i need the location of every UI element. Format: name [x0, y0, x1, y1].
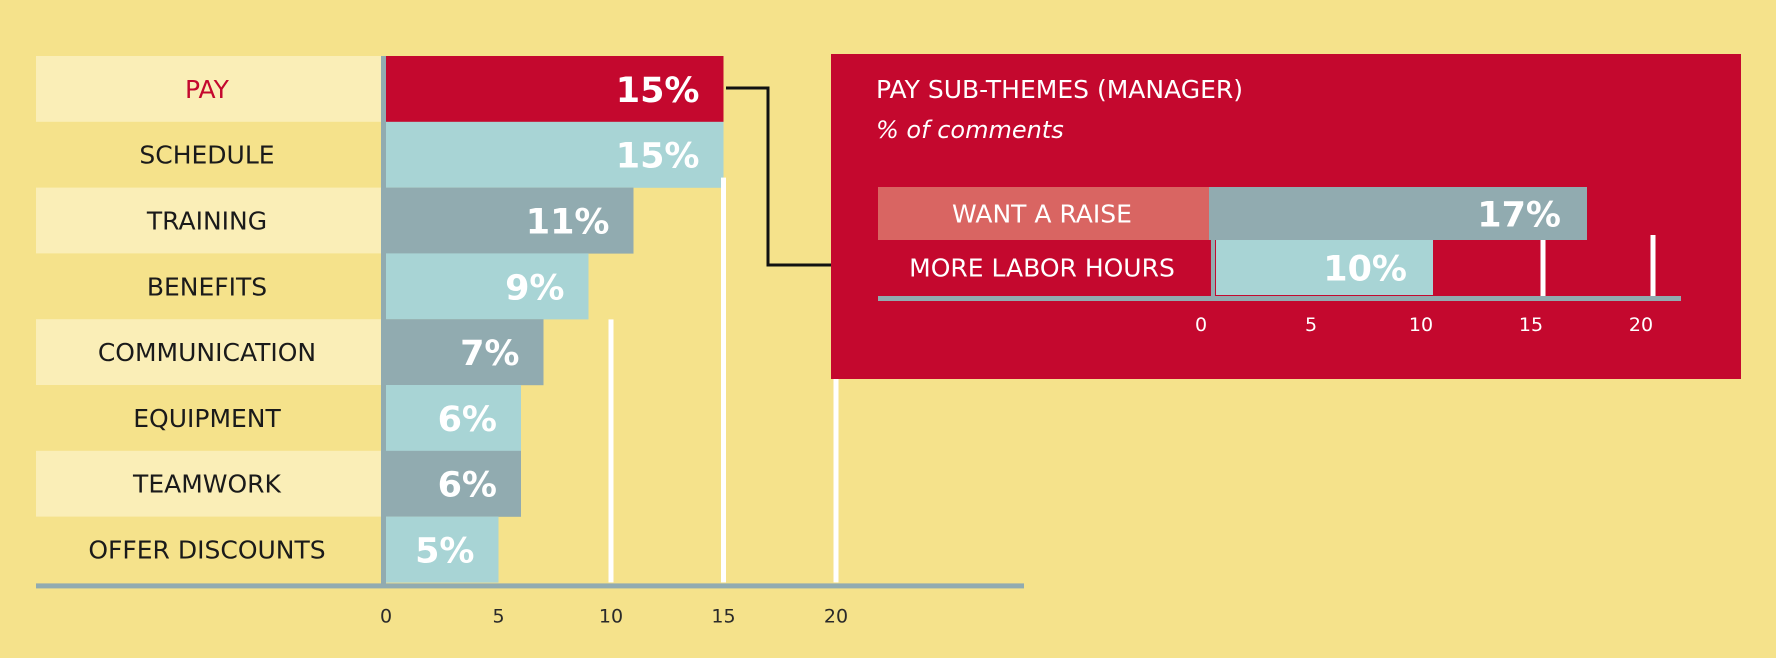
- inset-bar-more-labor-hours: [1216, 240, 1433, 295]
- value-label: 11%: [526, 203, 610, 243]
- label-band: [36, 56, 382, 122]
- value-label: 15%: [616, 137, 700, 177]
- inset-gridline-15: [1540, 240, 1546, 296]
- gridline-10: [608, 319, 614, 583]
- inset-value-label: 10%: [1323, 250, 1407, 290]
- value-label: 6%: [438, 400, 497, 440]
- value-label: 6%: [438, 466, 497, 506]
- label-band: [36, 319, 382, 385]
- inset-x-tick-label: 20: [1629, 314, 1653, 336]
- inset-bar-chart: PAY SUB-THEMES (MANAGER) % of comments 0 5 1…: [831, 54, 1741, 379]
- category-label: TEAMWORK: [132, 470, 282, 499]
- bar-training: [386, 187, 634, 254]
- label-band: [36, 187, 382, 254]
- inset-gridline-20: [1650, 235, 1656, 296]
- inset-x-tick-label: 15: [1519, 314, 1543, 336]
- category-label: EQUIPMENT: [133, 404, 281, 433]
- inset-bar-want-a-raise: [1209, 187, 1587, 240]
- inset-x-tick-label: 0: [1195, 314, 1207, 336]
- value-label: 7%: [460, 334, 519, 374]
- inset-x-axis-line: [878, 296, 1681, 301]
- x-tick-label: 15: [711, 605, 735, 627]
- value-label: 9%: [505, 268, 564, 308]
- category-label: PAY: [185, 75, 230, 104]
- main-bar-chart: 0 5 10 15 20 PAY SCHEDULE TRAINING BENEFITS COMMU…: [36, 56, 1024, 627]
- inset-value-label: 17%: [1477, 196, 1561, 236]
- x-tick-label: 20: [824, 605, 848, 627]
- bar-offer-discounts: [386, 516, 499, 583]
- inset-title: PAY SUB-THEMES (MANAGER): [876, 75, 1243, 104]
- category-label: TRAINING: [146, 207, 267, 236]
- gridline-20: [833, 378, 839, 583]
- inset-x-tick-label: 10: [1409, 314, 1433, 336]
- value-label: 5%: [415, 532, 474, 572]
- bar-schedule: [386, 121, 724, 188]
- gridline-15: [721, 177, 726, 583]
- inset-category-label: MORE LABOR HOURS: [909, 254, 1175, 283]
- inset-category-label: WANT A RAISE: [952, 200, 1132, 229]
- x-axis-line: [36, 583, 1024, 589]
- category-label: BENEFITS: [147, 272, 267, 301]
- value-label: 15%: [616, 71, 700, 111]
- bar-equipment: [386, 385, 521, 451]
- connector-line: [726, 86, 831, 267]
- x-tick-label: 10: [599, 605, 623, 627]
- y-axis-line: [381, 56, 386, 587]
- category-label: OFFER DISCOUNTS: [88, 536, 325, 565]
- inset-label-band: [878, 187, 1212, 240]
- inset-x-tick-label: 5: [1305, 314, 1317, 336]
- category-label: COMMUNICATION: [98, 338, 316, 367]
- x-tick-label: 0: [380, 605, 392, 627]
- inset-y-axis-line: [1211, 187, 1215, 300]
- x-tick-label: 5: [492, 605, 504, 627]
- category-label: SCHEDULE: [139, 141, 274, 170]
- bar-communication: [386, 319, 544, 386]
- bar-benefits: [386, 253, 589, 320]
- bar-pay: [386, 56, 724, 122]
- inset-connector: [726, 86, 831, 267]
- inset-subtitle: % of comments: [876, 116, 1064, 144]
- label-band: [36, 450, 382, 517]
- bar-teamwork: [386, 450, 521, 517]
